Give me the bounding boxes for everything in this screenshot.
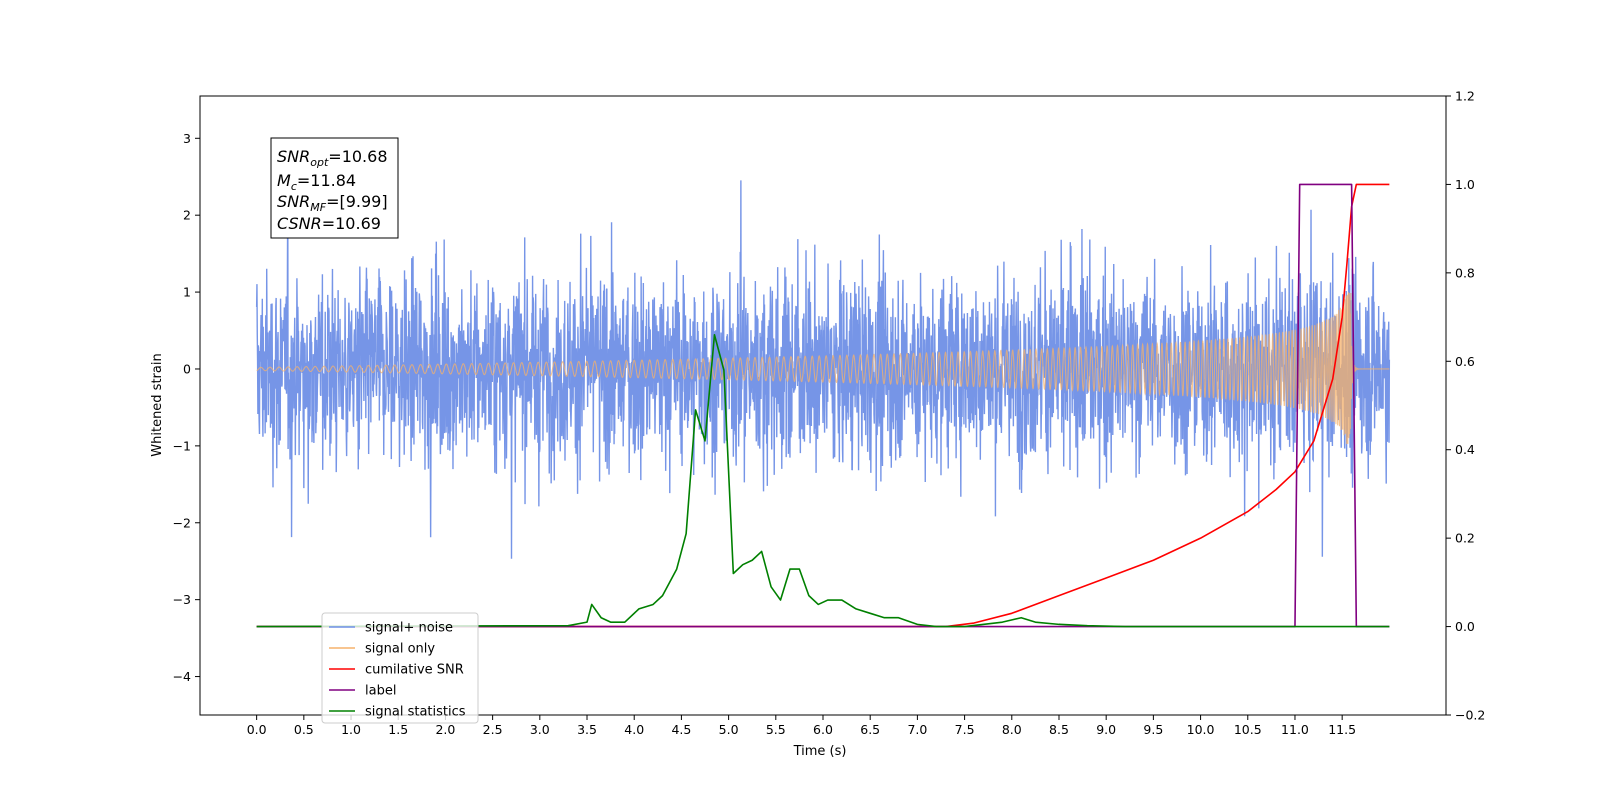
y-tick-label: −1 <box>173 438 191 453</box>
mc-base: M <box>277 171 291 190</box>
x-tick-label: 8.0 <box>1002 722 1022 737</box>
x-tick-label: 5.0 <box>719 722 739 737</box>
svg-text:CSNR=10.69: CSNR=10.69 <box>277 214 381 233</box>
x-tick-label: 10.5 <box>1234 722 1262 737</box>
x-tick-label: 7.0 <box>907 722 927 737</box>
x-tick-label: 5.5 <box>766 722 786 737</box>
series-signal-statistics-line <box>256 333 1390 628</box>
legend-label-signal-only: signal only <box>365 642 435 657</box>
y-tick-label: 0 <box>183 361 191 376</box>
x-tick-label: 4.0 <box>624 722 644 737</box>
y2-tick-label: 0.8 <box>1455 265 1475 280</box>
snr-opt-value: =10.68 <box>328 147 387 166</box>
legend-label-signal-statistics: signal statistics <box>365 705 466 720</box>
x-tick-label: 11.0 <box>1281 722 1309 737</box>
x-tick-label: 2.0 <box>435 722 455 737</box>
y2-tick-label: 0.2 <box>1455 531 1475 546</box>
y-tick-label: 1 <box>183 285 191 300</box>
legend-label-cumilative-snr: cumilative SNR <box>365 663 464 678</box>
y-axis-label: Whitened strain <box>150 353 165 456</box>
series-signal-noise-line <box>255 180 1391 559</box>
y2-tick-label: 0.6 <box>1455 354 1475 369</box>
mc-sub: c <box>291 180 297 193</box>
x-tick-label: 1.5 <box>388 722 408 737</box>
snr-mf-sub: MF <box>310 201 326 214</box>
y-tick-label: 2 <box>183 208 191 223</box>
y2-tick-label: 0.4 <box>1455 442 1475 457</box>
x-tick-label: 0.0 <box>247 722 267 737</box>
x-tick-label: 8.5 <box>1049 722 1069 737</box>
y2-tick-label: 0.0 <box>1455 619 1475 634</box>
y-tick-label: 3 <box>183 131 191 146</box>
svg-text:SNRopt=10.68: SNRopt=10.68 <box>277 147 388 169</box>
y-tick-label: −4 <box>173 669 191 684</box>
legend-label-label: label <box>365 684 396 699</box>
x-tick-label: 9.0 <box>1096 722 1116 737</box>
y-tick-label: −2 <box>173 515 191 530</box>
series-signal-only-line <box>256 292 1390 445</box>
csnr-value: =10.69 <box>322 214 381 233</box>
svg-text:SNRMF=[9.99]: SNRMF=[9.99] <box>277 192 388 214</box>
stats-annotation: SNRopt=10.68 Mc=11.84 SNRMF=[9.99] CSNR=… <box>270 137 399 239</box>
x-tick-label: 3.5 <box>577 722 597 737</box>
mc-value: =11.84 <box>297 171 356 190</box>
legend-label-signal-noise: signal+ noise <box>365 621 453 636</box>
legend: signal+ noise signal only cumilative SNR la… <box>321 612 479 724</box>
x-tick-label: 2.5 <box>483 722 503 737</box>
svg-text:Mc=11.84: Mc=11.84 <box>277 171 356 193</box>
snr-opt-base: SNR <box>277 147 310 166</box>
x-tick-label: 11.5 <box>1328 722 1356 737</box>
legend-box <box>321 612 479 724</box>
y-tick-label: −3 <box>173 592 191 607</box>
snr-mf-base: SNR <box>277 192 310 211</box>
x-tick-label: 3.0 <box>530 722 550 737</box>
csnr-base: CSNR <box>277 214 322 233</box>
y2-tick-label: 1.0 <box>1455 177 1475 192</box>
x-tick-label: 10.0 <box>1187 722 1215 737</box>
snr-mf-value: =[9.99] <box>326 192 388 211</box>
x-tick-label: 7.5 <box>955 722 975 737</box>
annotation-box <box>270 137 399 239</box>
snr-opt-sub: opt <box>310 156 329 169</box>
x-tick-label: 6.5 <box>860 722 880 737</box>
series-cumilative-snr-line <box>256 183 1390 628</box>
x-tick-label: 6.0 <box>813 722 833 737</box>
x-tick-label: 4.5 <box>671 722 691 737</box>
x-tick-label: 1.0 <box>341 722 361 737</box>
x-tick-label: 9.5 <box>1143 722 1163 737</box>
y2-tick-label: −0.2 <box>1455 708 1485 723</box>
x-tick-label: 0.5 <box>294 722 314 737</box>
x-axis-label: Time (s) <box>793 744 847 759</box>
y2-tick-label: 1.2 <box>1455 89 1475 104</box>
